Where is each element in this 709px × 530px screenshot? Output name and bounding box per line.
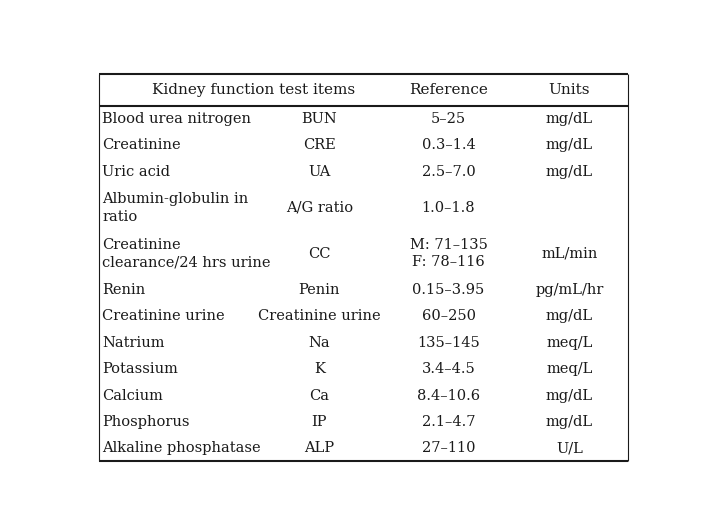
Text: mg/dL: mg/dL: [546, 415, 593, 429]
Text: Reference: Reference: [409, 83, 488, 97]
Text: UA: UA: [308, 165, 330, 179]
Text: Blood urea nitrogen: Blood urea nitrogen: [102, 112, 252, 126]
Text: Alkaline phosphatase: Alkaline phosphatase: [102, 441, 261, 455]
Text: Renin: Renin: [102, 283, 145, 297]
Text: 3.4–4.5: 3.4–4.5: [422, 362, 476, 376]
Text: 5–25: 5–25: [431, 112, 466, 126]
Text: 135–145: 135–145: [417, 336, 480, 350]
Text: 0.3–1.4: 0.3–1.4: [422, 138, 476, 152]
Text: Phosphorus: Phosphorus: [102, 415, 190, 429]
Text: 2.5–7.0: 2.5–7.0: [422, 165, 476, 179]
Text: Creatinine
clearance/24 hrs urine: Creatinine clearance/24 hrs urine: [102, 238, 271, 269]
Text: Creatinine urine: Creatinine urine: [102, 310, 225, 323]
Text: M: 71–135
F: 78–116: M: 71–135 F: 78–116: [410, 238, 488, 269]
Text: Creatinine: Creatinine: [102, 138, 181, 152]
Text: K: K: [314, 362, 325, 376]
Text: 0.15–3.95: 0.15–3.95: [413, 283, 485, 297]
Text: Creatinine urine: Creatinine urine: [258, 310, 381, 323]
Text: IP: IP: [312, 415, 327, 429]
Text: mL/min: mL/min: [541, 247, 598, 261]
Text: Ca: Ca: [309, 388, 330, 402]
Text: meq/L: meq/L: [546, 362, 593, 376]
Text: meq/L: meq/L: [546, 336, 593, 350]
Text: mg/dL: mg/dL: [546, 388, 593, 402]
Text: pg/mL/hr: pg/mL/hr: [535, 283, 603, 297]
Text: 27–110: 27–110: [422, 441, 475, 455]
Text: Natrium: Natrium: [102, 336, 165, 350]
Text: mg/dL: mg/dL: [546, 165, 593, 179]
Text: mg/dL: mg/dL: [546, 310, 593, 323]
Text: mg/dL: mg/dL: [546, 138, 593, 152]
Text: Uric acid: Uric acid: [102, 165, 170, 179]
Text: Calcium: Calcium: [102, 388, 163, 402]
Text: 60–250: 60–250: [422, 310, 476, 323]
Text: CC: CC: [308, 247, 330, 261]
Text: 1.0–1.8: 1.0–1.8: [422, 201, 475, 215]
Text: Kidney function test items: Kidney function test items: [152, 83, 355, 97]
Text: ALP: ALP: [304, 441, 335, 455]
Text: Penin: Penin: [298, 283, 340, 297]
Text: U/L: U/L: [556, 441, 583, 455]
Text: BUN: BUN: [301, 112, 337, 126]
Text: A/G ratio: A/G ratio: [286, 201, 353, 215]
Text: Units: Units: [549, 83, 590, 97]
Text: mg/dL: mg/dL: [546, 112, 593, 126]
Text: 2.1–4.7: 2.1–4.7: [422, 415, 475, 429]
Text: CRE: CRE: [303, 138, 336, 152]
Text: Albumin-globulin in
ratio: Albumin-globulin in ratio: [102, 192, 249, 224]
Text: Potassium: Potassium: [102, 362, 178, 376]
Text: Na: Na: [308, 336, 330, 350]
Text: 8.4–10.6: 8.4–10.6: [417, 388, 480, 402]
